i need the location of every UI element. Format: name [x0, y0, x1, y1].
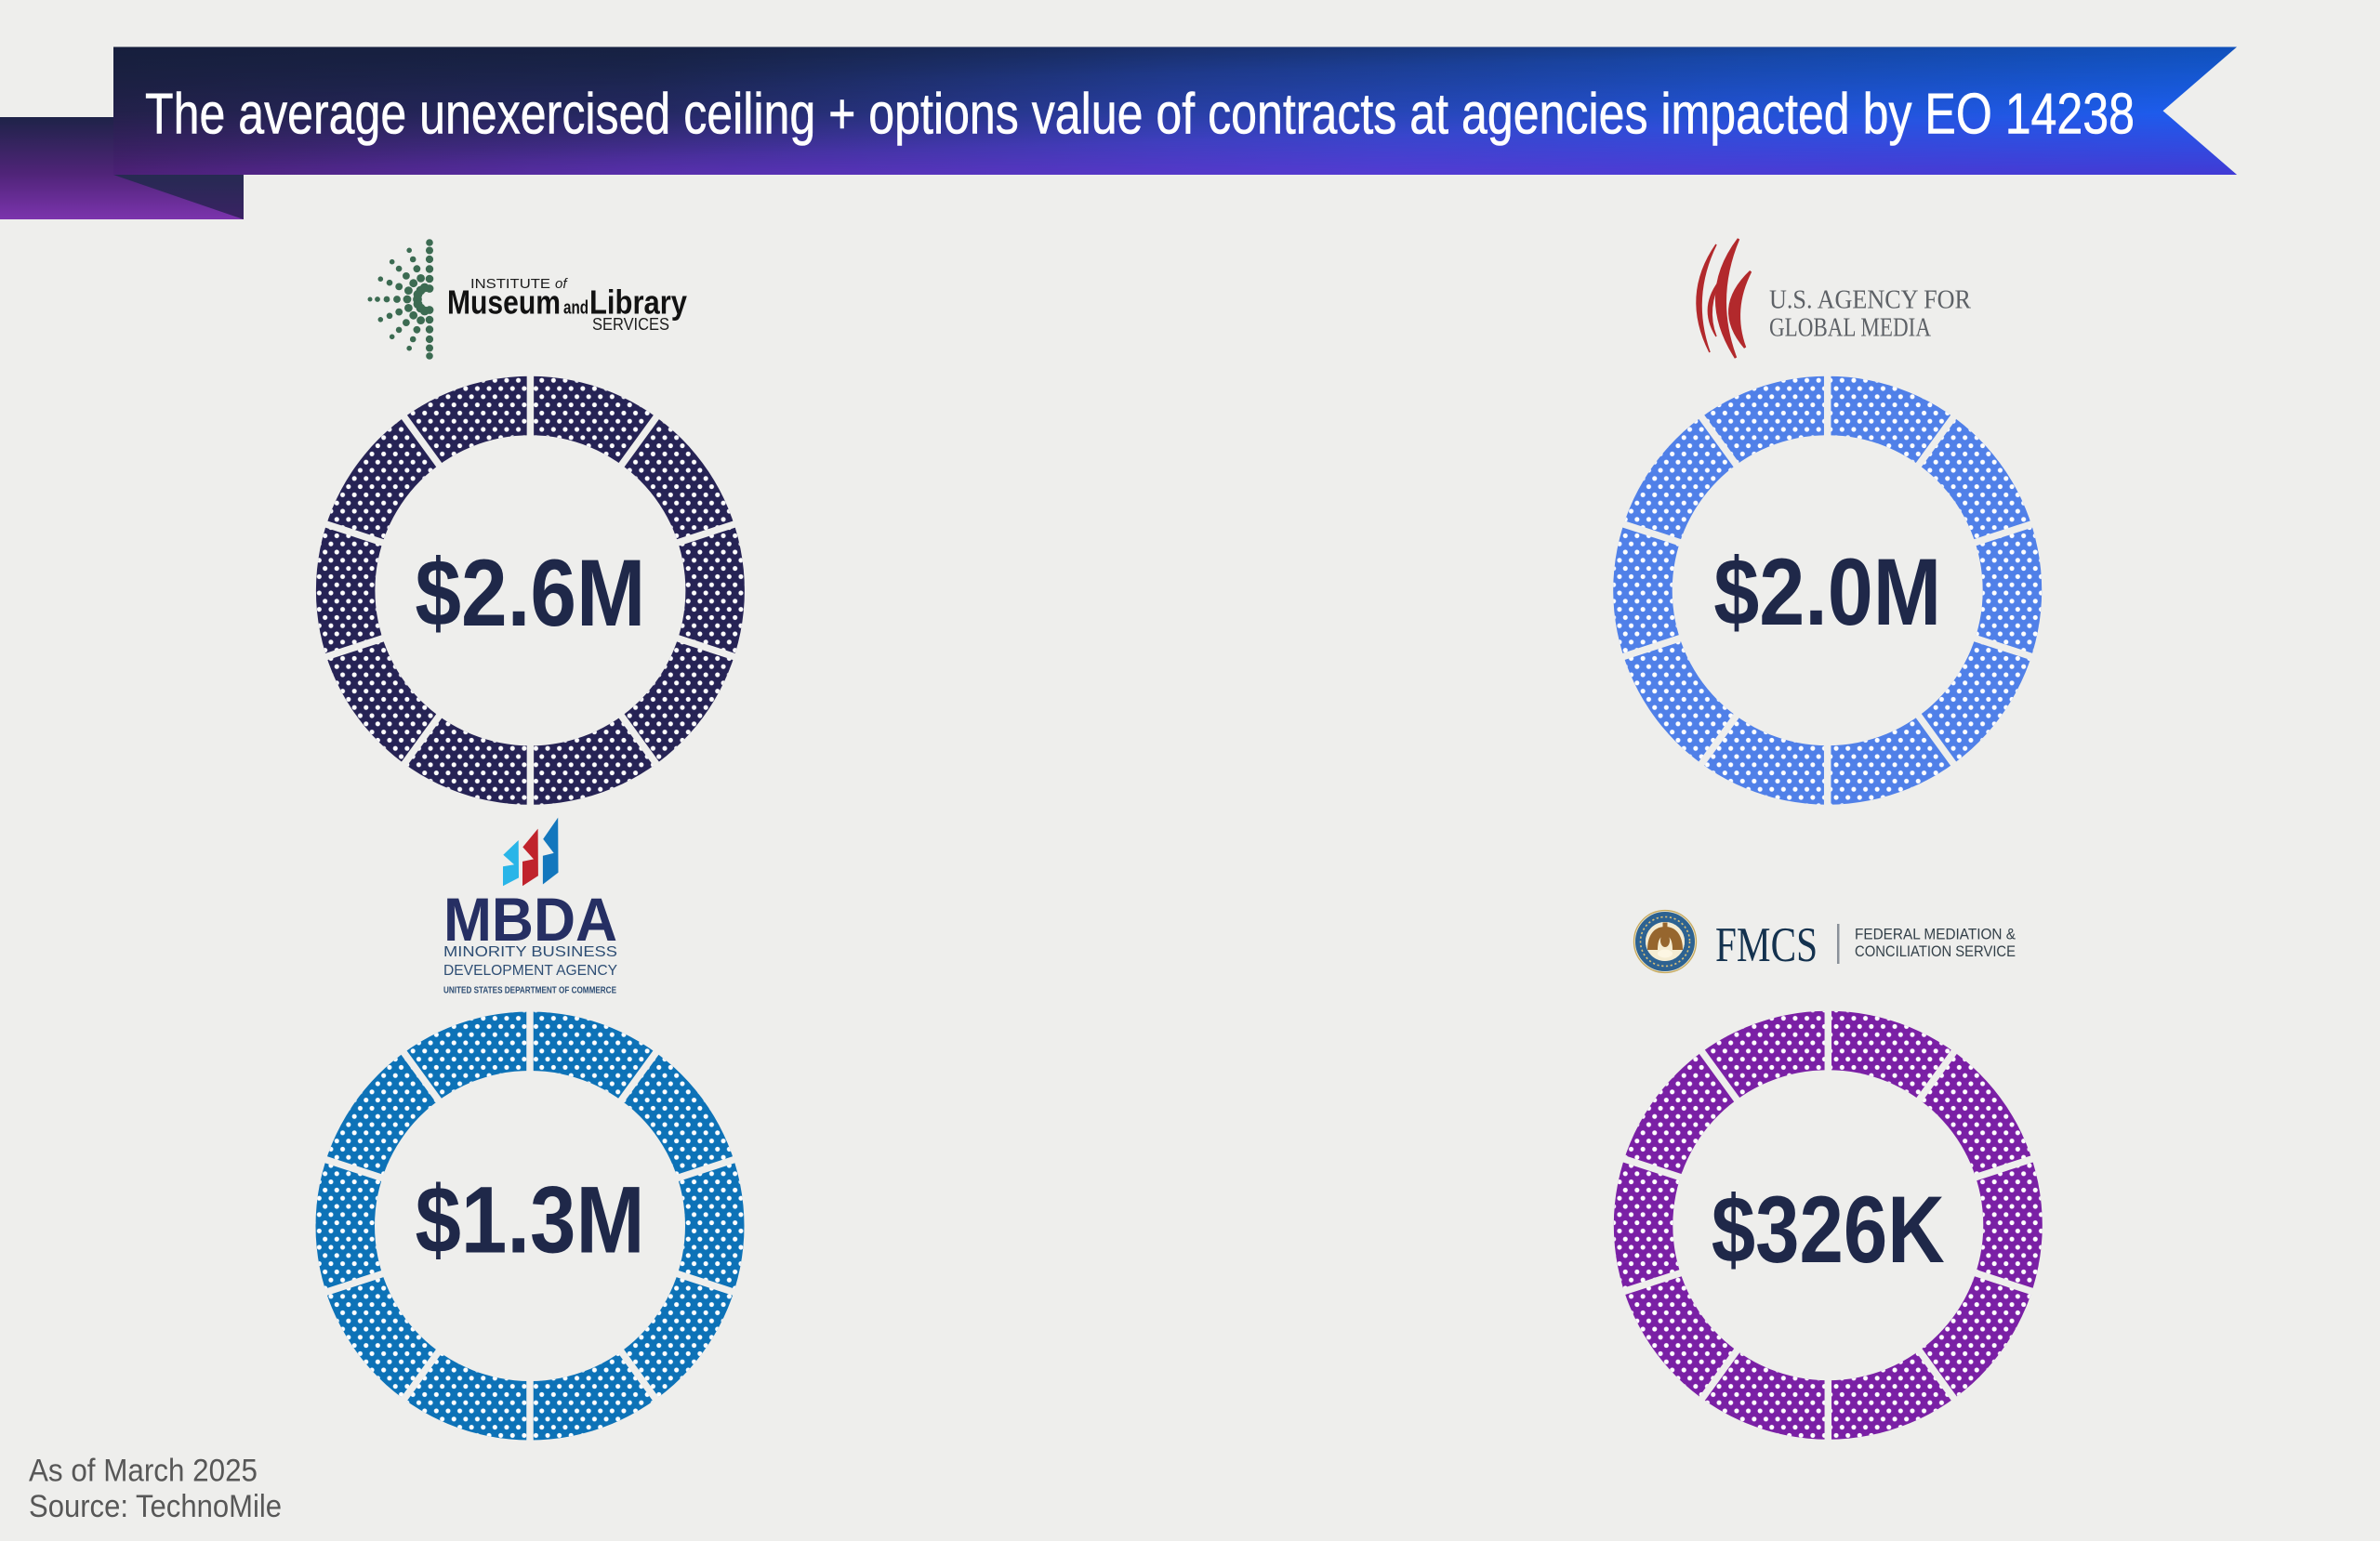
svg-text:$2.0M: $2.0M	[1713, 539, 1941, 645]
svg-text:SERVICES: SERVICES	[592, 314, 669, 334]
svg-text:MBDA: MBDA	[443, 885, 617, 954]
svg-text:U.S. AGENCY FOR: U.S. AGENCY FOR	[1769, 285, 1971, 314]
svg-text:and: and	[563, 298, 588, 319]
svg-text:CONCILIATION SERVICE: CONCILIATION SERVICE	[1855, 943, 2016, 960]
svg-text:$326K: $326K	[1712, 1177, 1945, 1283]
svg-text:INSTITUTE: INSTITUTE	[470, 276, 550, 292]
svg-text:DEVELOPMENT AGENCY: DEVELOPMENT AGENCY	[443, 963, 617, 979]
svg-text:As of March 2025: As of March 2025	[29, 1454, 258, 1489]
svg-text:Library: Library	[589, 283, 687, 322]
svg-text:$1.3M: $1.3M	[416, 1167, 645, 1273]
svg-text:The average unexercised ceilin: The average unexercised ceiling + option…	[145, 82, 2135, 147]
svg-text:FEDERAL MEDIATION &: FEDERAL MEDIATION &	[1855, 927, 2016, 943]
svg-text:MINORITY BUSINESS: MINORITY BUSINESS	[443, 944, 617, 960]
svg-text:Source: TechnoMile: Source: TechnoMile	[29, 1489, 282, 1524]
svg-text:Museum: Museum	[447, 283, 561, 322]
svg-text:GLOBAL MEDIA: GLOBAL MEDIA	[1769, 313, 1932, 342]
svg-text:FMCS: FMCS	[1715, 918, 1818, 972]
svg-text:UNITED STATES DEPARTMENT OF CO: UNITED STATES DEPARTMENT OF COMMERCE	[443, 984, 616, 995]
svg-text:of: of	[555, 276, 568, 292]
svg-text:$2.6M: $2.6M	[415, 540, 645, 646]
